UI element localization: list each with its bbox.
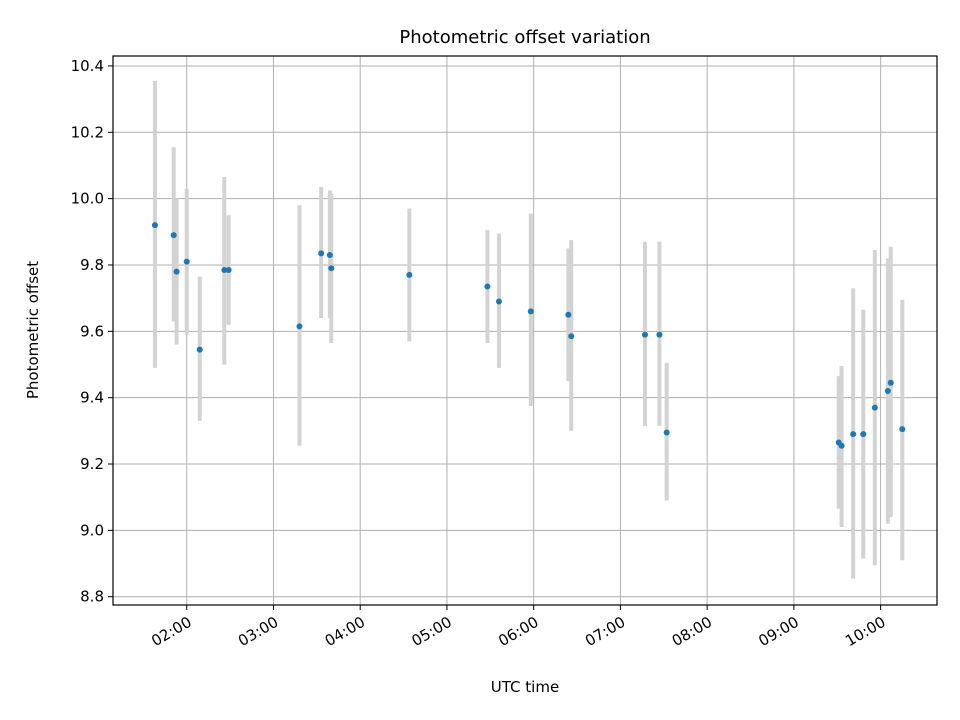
data-point — [568, 333, 575, 340]
data-point — [318, 250, 325, 257]
data-point — [884, 388, 891, 395]
data-point — [899, 426, 906, 433]
y-tick-label: 9.4 — [80, 389, 104, 407]
x-axis-label: UTC time — [491, 678, 559, 696]
y-tick-label: 8.8 — [80, 588, 104, 606]
plot-frame — [112, 55, 938, 606]
data-point — [484, 283, 491, 290]
data-points — [151, 222, 906, 449]
y-tick-label: 9.8 — [80, 256, 104, 274]
data-point — [328, 265, 335, 272]
data-point — [151, 222, 158, 229]
y-tick-label: 10.2 — [71, 123, 104, 141]
data-point — [838, 442, 845, 449]
data-point — [183, 258, 190, 265]
data-point — [850, 431, 857, 438]
data-point — [173, 268, 180, 275]
data-point — [170, 232, 177, 239]
data-point — [527, 308, 534, 315]
grid — [113, 56, 937, 605]
y-axis-label: Photometric offset — [24, 261, 42, 399]
data-point — [656, 331, 663, 338]
y-tick-label: 9.6 — [80, 322, 104, 340]
data-point — [871, 404, 878, 411]
y-tick-label: 10.0 — [71, 190, 104, 208]
data-point — [860, 431, 867, 438]
data-point — [663, 429, 670, 436]
y-tick-label: 10.4 — [71, 57, 104, 75]
y-tick-label: 9.2 — [80, 455, 104, 473]
data-point — [887, 379, 894, 386]
data-point — [221, 266, 228, 273]
data-point — [495, 298, 502, 305]
y-tick-label: 9.0 — [80, 521, 104, 539]
data-point — [196, 346, 203, 353]
data-point — [565, 311, 572, 318]
data-point — [296, 323, 303, 330]
data-point — [641, 331, 648, 338]
data-point — [326, 252, 333, 259]
data-point — [225, 266, 232, 273]
data-point — [406, 271, 413, 278]
chart-title: Photometric offset variation — [399, 27, 650, 48]
y-axis: 8.8 9.0 9.2 9.4 9.6 9.8 10.0 10.2 10.4 — [71, 57, 113, 606]
